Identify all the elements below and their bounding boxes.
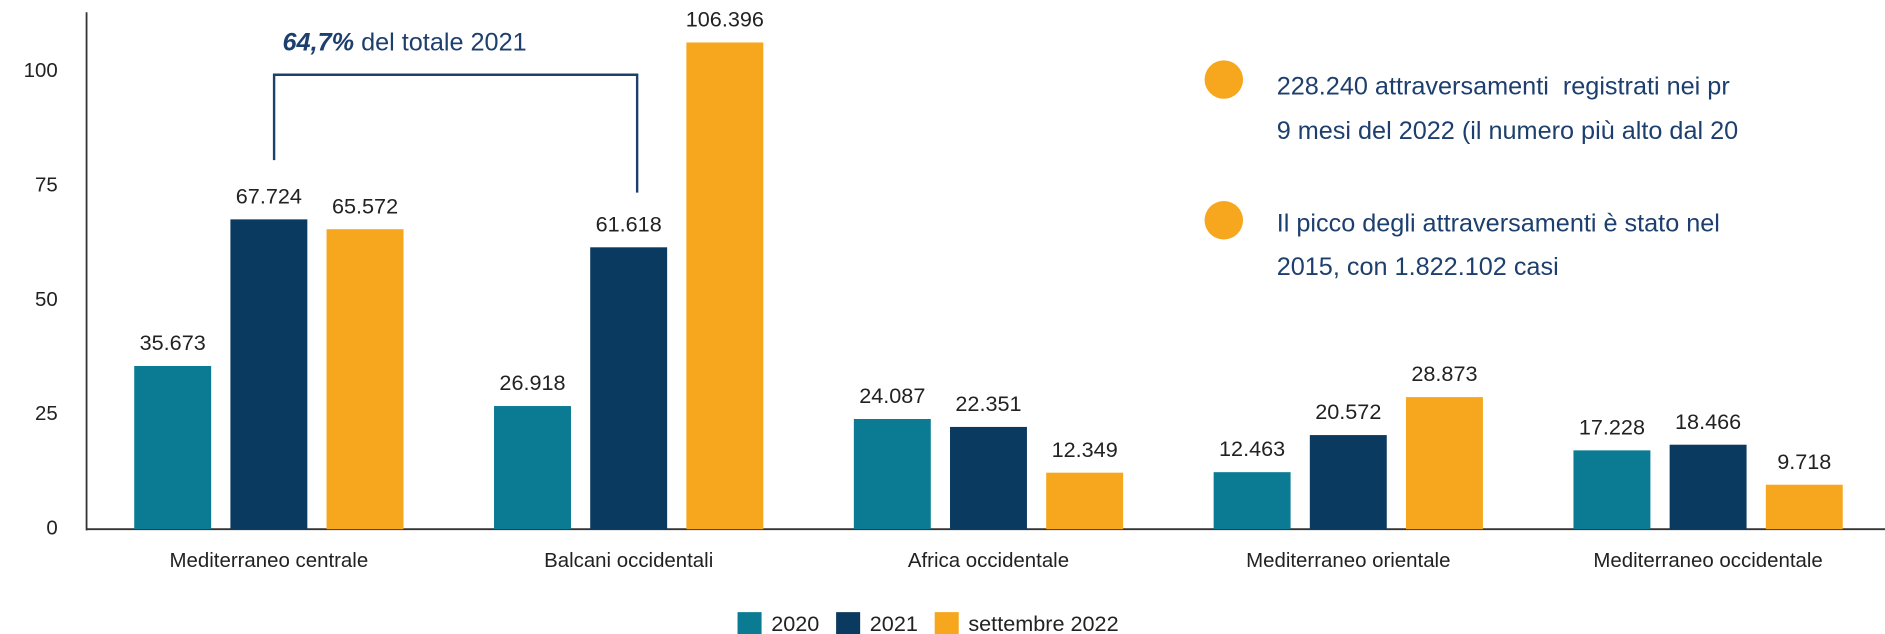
value-label: 17.228	[1579, 414, 1645, 439]
value-label: 28.873	[1411, 361, 1477, 386]
value-label: 35.673	[140, 330, 206, 355]
bar	[590, 247, 668, 530]
legend-label: 2020	[771, 611, 819, 634]
value-label: 18.466	[1675, 409, 1741, 434]
legend-label: 2021	[870, 611, 918, 634]
value-label: 22.351	[955, 391, 1021, 416]
y-tick-label: 0	[46, 518, 57, 540]
x-tick-label: Balcani occidentali	[544, 550, 713, 572]
bar	[1765, 484, 1843, 530]
bar	[494, 406, 571, 530]
bar	[686, 42, 764, 530]
bar	[134, 365, 212, 530]
value-label: 9.718	[1777, 449, 1831, 474]
value-label: 26.918	[499, 370, 565, 395]
y-tick-label: 50	[35, 289, 58, 311]
bar	[230, 219, 308, 530]
annotation: 64,7% del totale 2021	[283, 28, 527, 56]
note-line: Il picco degli attraversamenti è stato n…	[1277, 210, 1720, 238]
legend-label: settembre 2022	[968, 611, 1118, 634]
note-line: 9 mesi del 2022 (il numero più alto dal …	[1277, 117, 1739, 145]
annotation-text: del totale 2021	[354, 28, 527, 56]
bracket	[272, 73, 639, 193]
y-tick-label: 25	[35, 403, 58, 425]
note-line: 2015, con 1.822.102 casi	[1277, 253, 1559, 281]
bar	[1309, 435, 1387, 530]
value-label: 65.572	[332, 193, 398, 218]
value-label: 12.463	[1219, 436, 1285, 461]
value-label: 106.396	[686, 7, 764, 32]
legend-swatch	[737, 612, 762, 634]
bar	[1046, 472, 1124, 530]
x-tick-label: Mediterraneo centrale	[170, 550, 369, 572]
bullet	[1204, 60, 1244, 99]
y-tick-label: 100	[24, 60, 58, 82]
value-label: 20.572	[1315, 399, 1381, 424]
legend-swatch	[934, 612, 959, 634]
note-line: 228.240 attraversamenti registrati nei p…	[1277, 73, 1730, 101]
annotation-highlight: 64,7%	[283, 28, 355, 56]
x-tick-label: Mediterraneo occidentale	[1593, 550, 1822, 572]
bar	[1573, 450, 1651, 530]
value-label: 24.087	[859, 383, 925, 408]
bar	[1669, 444, 1747, 530]
x-tick-label: Africa occidentale	[908, 550, 1069, 572]
y-tick-label: 75	[35, 174, 58, 196]
bar	[1405, 397, 1483, 530]
bar	[1213, 472, 1291, 530]
legend-swatch	[836, 612, 861, 634]
value-label: 61.618	[596, 211, 662, 236]
value-label: 12.349	[1052, 437, 1118, 462]
bar	[326, 229, 404, 530]
x-tick-label: Mediterraneo orientale	[1246, 550, 1450, 572]
value-label: 67.724	[236, 183, 302, 208]
bar	[950, 426, 1027, 530]
bar	[853, 418, 931, 530]
bullet	[1204, 200, 1244, 240]
